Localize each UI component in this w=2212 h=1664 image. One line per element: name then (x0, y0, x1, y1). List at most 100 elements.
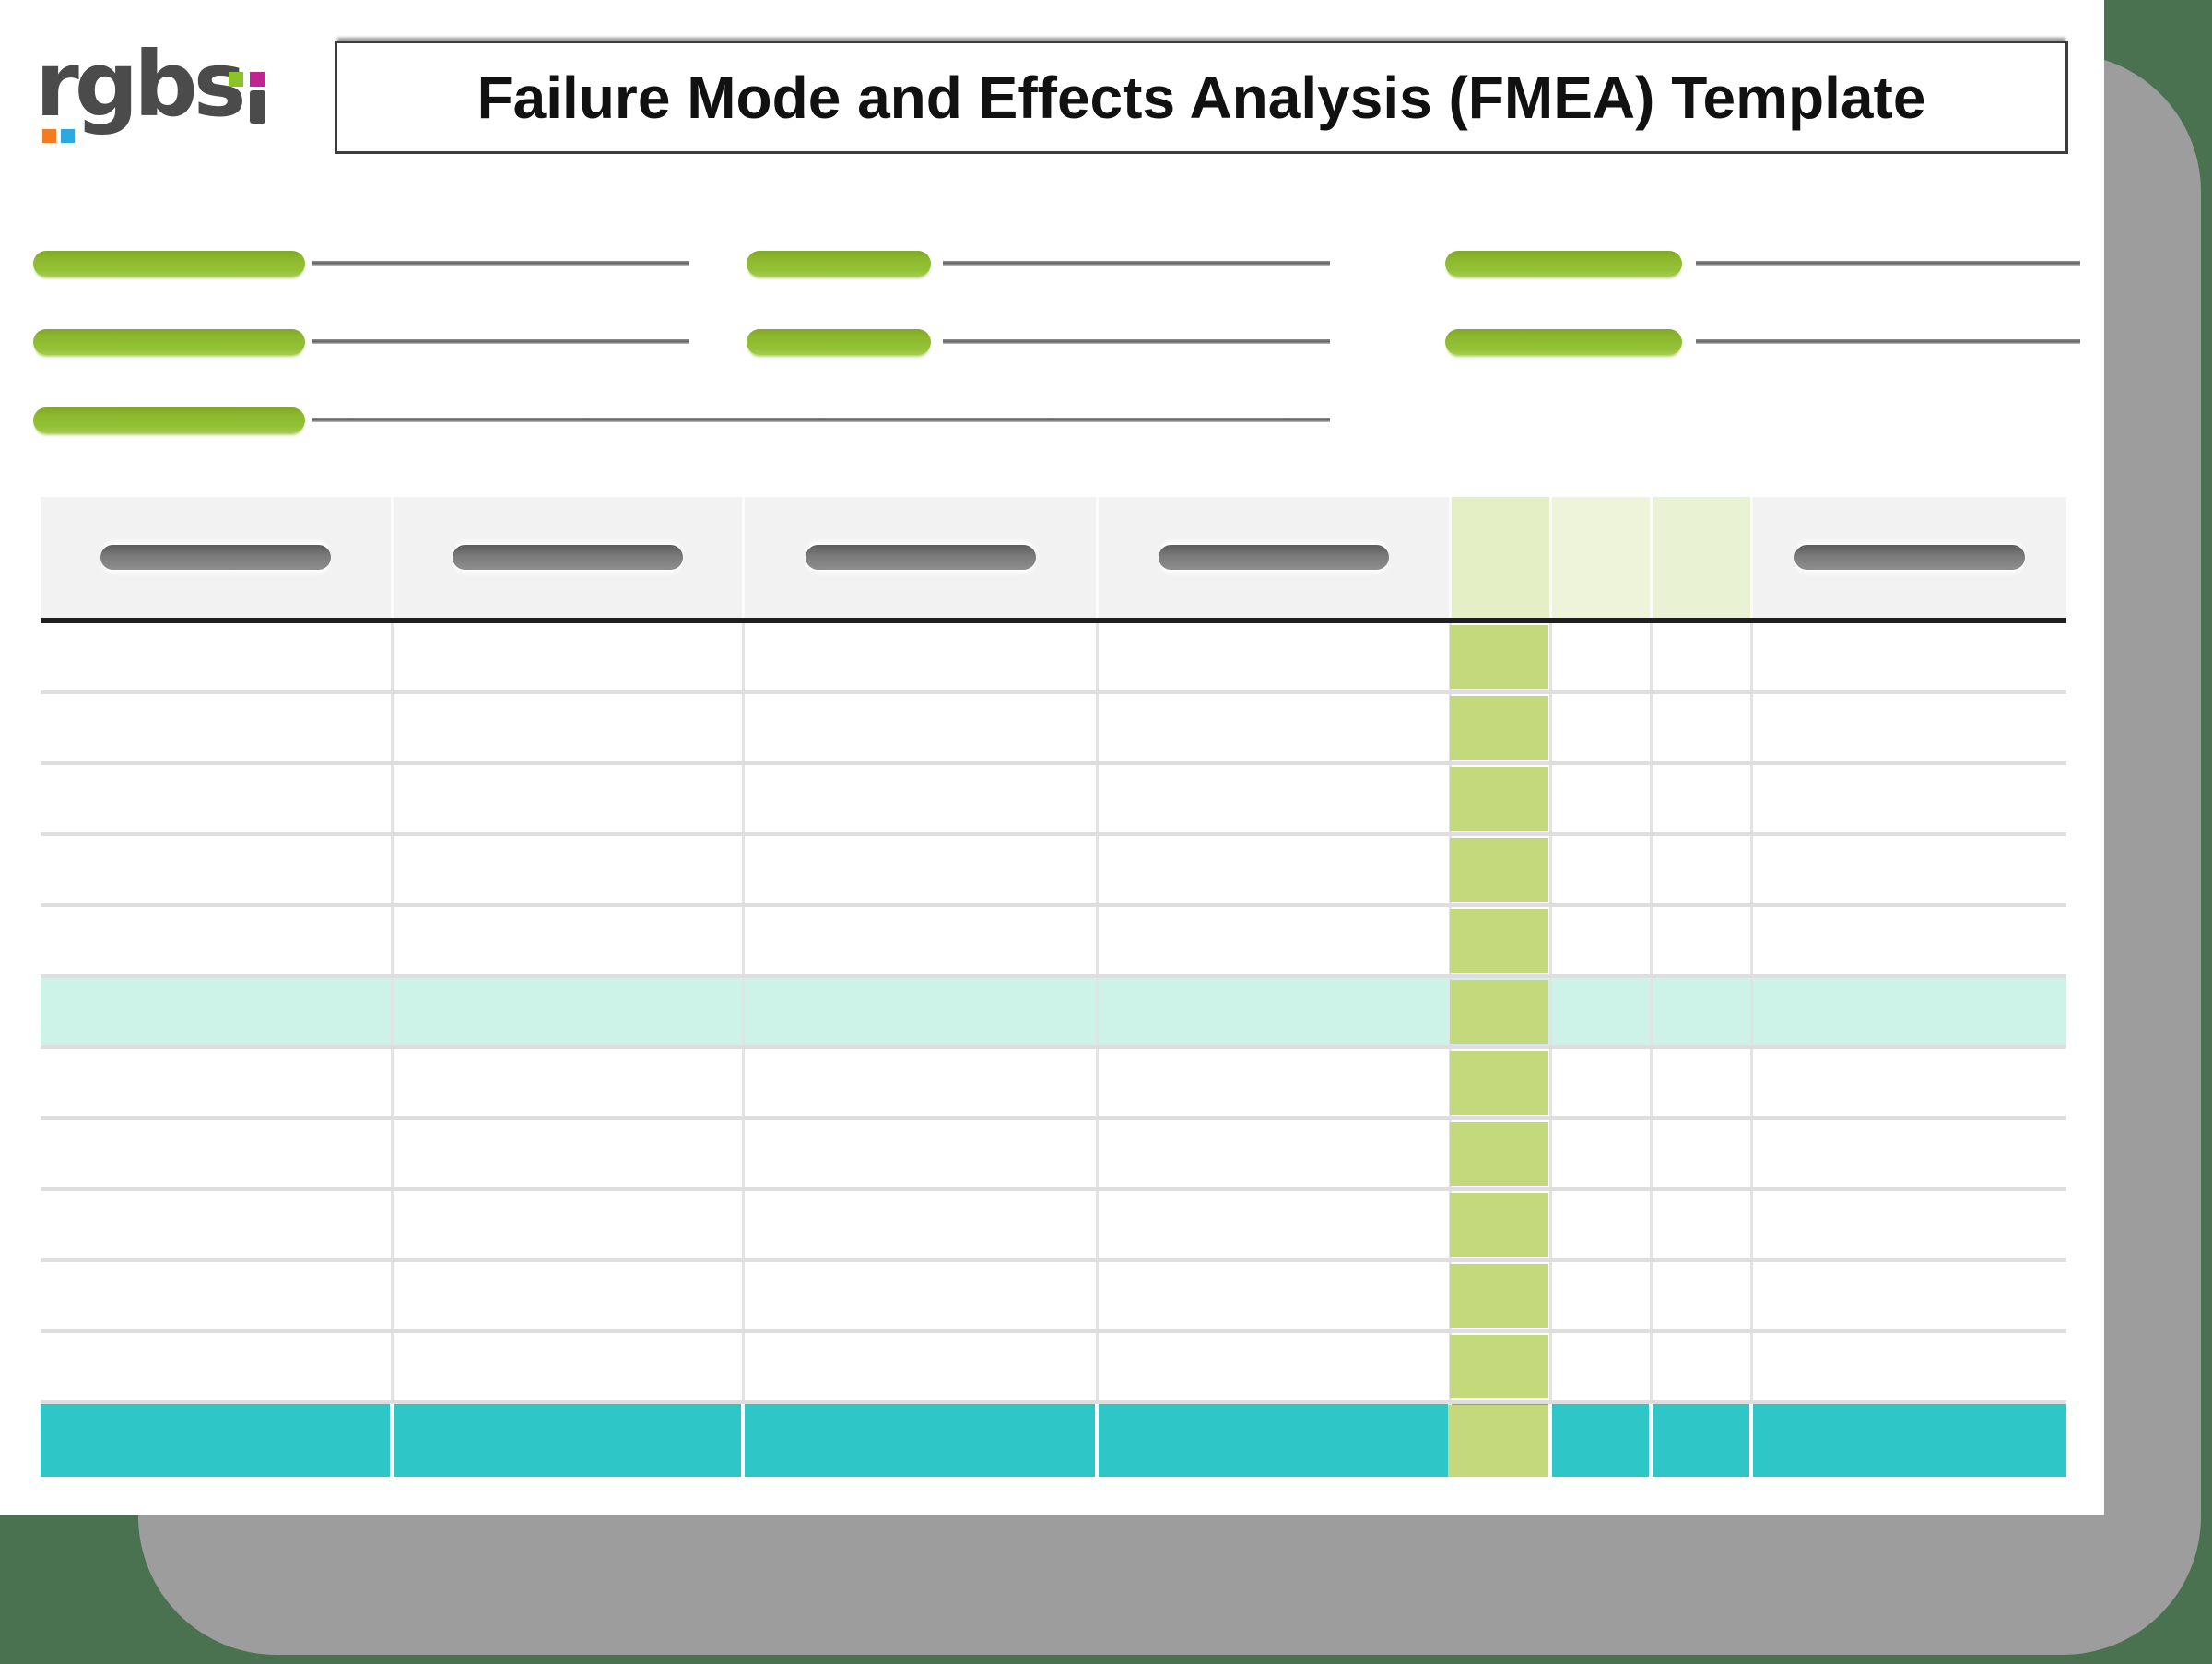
form-entry-line (943, 261, 1330, 266)
table-cell (41, 1333, 394, 1400)
green-column-cell (1450, 1122, 1548, 1186)
table-row (41, 1191, 2066, 1262)
table-cell (1099, 978, 1452, 1045)
table-cell (745, 836, 1099, 903)
table-row (41, 907, 2066, 978)
table-cell (1099, 623, 1452, 690)
table-row (41, 694, 2066, 765)
table-cell (1753, 907, 2066, 974)
green-column-cell (1450, 625, 1548, 689)
total-row-cell (1448, 1404, 1552, 1477)
table-cell (1653, 765, 1753, 832)
table-cell (1450, 836, 1552, 903)
table-cell (745, 623, 1099, 690)
total-row-cell (394, 1404, 745, 1477)
table-cell (1753, 1333, 2066, 1400)
table-cell (745, 1120, 1099, 1187)
table-cell (1099, 694, 1452, 761)
table-header-row (41, 497, 2066, 618)
table-cell (41, 623, 394, 690)
table-cell (1552, 978, 1653, 1045)
header-cell (1099, 497, 1452, 618)
logo-i-stem (250, 90, 265, 124)
header-cell (745, 497, 1099, 618)
table-cell (745, 1049, 1099, 1116)
header-divider-rule (41, 618, 2066, 623)
table-row (41, 1262, 2066, 1333)
total-row-cell (41, 1404, 394, 1477)
header-cell (41, 497, 394, 618)
table-cell (41, 694, 394, 761)
logo-square-orange-icon (42, 129, 56, 143)
table-cell (1653, 1333, 1753, 1400)
table-row (41, 1120, 2066, 1191)
form-entry-line (312, 261, 689, 266)
document-page: rgbs Failure Mode and Effects Analysis (… (0, 0, 2104, 1515)
form-entry-line (312, 339, 689, 344)
green-column-cell (1450, 767, 1548, 831)
table-cell (41, 1191, 394, 1258)
green-column-cell (1450, 1335, 1548, 1398)
table-cell (41, 836, 394, 903)
table-cell (1450, 623, 1552, 690)
header-cell (1552, 497, 1653, 618)
table-cell (1753, 1049, 2066, 1116)
table-row (41, 836, 2066, 907)
table-cell (394, 907, 745, 974)
table-cell (1653, 623, 1753, 690)
header-cell (1452, 497, 1552, 618)
table-cell (394, 1120, 745, 1187)
table-cell (1450, 1262, 1552, 1329)
table-cell (1099, 836, 1452, 903)
table-cell (1653, 836, 1753, 903)
form-entry-line (312, 418, 1330, 422)
table-cell (1552, 1120, 1653, 1187)
table-cell (1552, 1049, 1653, 1116)
table-cell (1450, 1333, 1552, 1400)
table-row (41, 765, 2066, 836)
header-label-placeholder (453, 545, 683, 570)
green-column-cell (1450, 696, 1548, 760)
green-column-cell (1450, 838, 1548, 902)
table-cell (1753, 836, 2066, 903)
header-label-placeholder (805, 545, 1036, 570)
form-label-placeholder (747, 329, 931, 355)
table-cell (1450, 1191, 1552, 1258)
table-cell (1099, 1262, 1452, 1329)
logo-square-green-icon (229, 72, 243, 87)
form-label-placeholder (33, 407, 305, 433)
form-entry-line (1696, 261, 2080, 266)
logo-square-magenta-icon (250, 72, 265, 87)
fmea-table (41, 497, 2066, 1477)
table-row (41, 623, 2066, 694)
green-column-cell (1450, 1051, 1548, 1115)
table-cell (394, 1049, 745, 1116)
table-cell (1099, 1120, 1452, 1187)
header-cell (394, 497, 745, 618)
table-cell (1099, 1191, 1452, 1258)
table-cell (1552, 1333, 1653, 1400)
form-entry-line (943, 339, 1330, 344)
total-row-cell (1099, 1404, 1452, 1477)
form-label-placeholder (1445, 251, 1682, 277)
total-row-cell (1552, 1404, 1653, 1477)
table-cell (1653, 1191, 1753, 1258)
table-cell (394, 978, 745, 1045)
table-cell (745, 1191, 1099, 1258)
green-column-cell (1450, 1193, 1548, 1257)
total-row-cell (1653, 1404, 1753, 1477)
table-cell (1753, 978, 2066, 1045)
form-label-placeholder (33, 251, 305, 277)
header-label-placeholder (1159, 545, 1389, 570)
table-cell (1450, 1120, 1552, 1187)
table-cell (41, 1262, 394, 1329)
total-row-cell (745, 1404, 1099, 1477)
green-column-cell (1450, 1264, 1548, 1328)
table-cell (745, 1333, 1099, 1400)
table-cell (1753, 1191, 2066, 1258)
rgbsi-logo: rgbs (35, 40, 312, 150)
table-cell (1099, 1333, 1452, 1400)
table-cell (41, 1049, 394, 1116)
header-cell (1653, 497, 1753, 618)
table-cell (1552, 694, 1653, 761)
